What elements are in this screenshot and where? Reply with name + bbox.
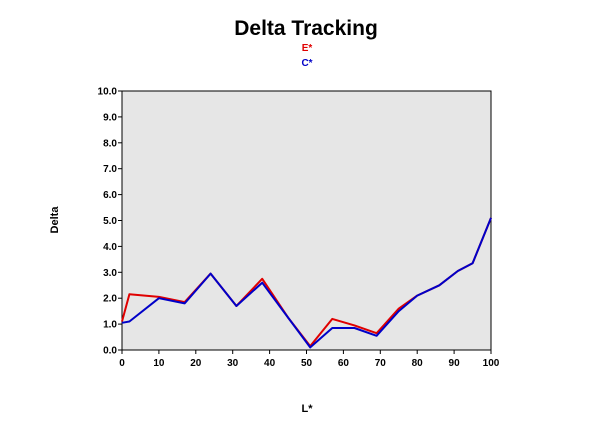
x-tick-label: 70 (375, 358, 387, 369)
y-tick-label: 1.0 (103, 320, 117, 331)
x-tick-label: 100 (483, 358, 500, 369)
series-lines (121, 217, 492, 349)
y-tick-label: 10.0 (98, 87, 118, 98)
legend-entry-e-star: E* (302, 43, 313, 54)
x-tick-label: 90 (449, 358, 461, 369)
x-tick-label: 50 (301, 358, 313, 369)
y-tick-label: 4.0 (103, 242, 117, 253)
x-tick-label: 0 (119, 358, 125, 369)
x-axis: 0 10 20 30 40 50 60 70 80 90 100 (119, 350, 500, 369)
chart-title: Delta Tracking (234, 17, 378, 40)
x-tick-label: 20 (190, 358, 202, 369)
legend: E* C* (301, 43, 312, 69)
x-tick-label: 40 (264, 358, 276, 369)
y-axis: 0.0 1.0 2.0 3.0 4.0 5.0 6.0 7.0 8.0 9.0 10.0 (98, 87, 122, 357)
y-axis-label: Delta (49, 206, 61, 234)
series-line-c-star (121, 217, 492, 349)
legend-entry-c-star: C* (301, 58, 312, 69)
x-tick-label: 10 (153, 358, 165, 369)
x-axis-label: L* (302, 403, 314, 415)
y-tick-label: 7.0 (103, 164, 117, 175)
y-tick-label: 3.0 (103, 268, 117, 279)
y-tick-label: 8.0 (103, 138, 117, 149)
y-tick-label: 2.0 (103, 294, 117, 305)
y-tick-label: 6.0 (103, 190, 117, 201)
x-tick-label: 80 (412, 358, 424, 369)
x-tick-label: 60 (338, 358, 350, 369)
y-tick-label: 5.0 (103, 216, 117, 227)
y-tick-label: 0.0 (103, 346, 117, 357)
y-tick-label: 9.0 (103, 112, 117, 123)
plot-area (121, 90, 492, 351)
x-tick-label: 30 (227, 358, 239, 369)
